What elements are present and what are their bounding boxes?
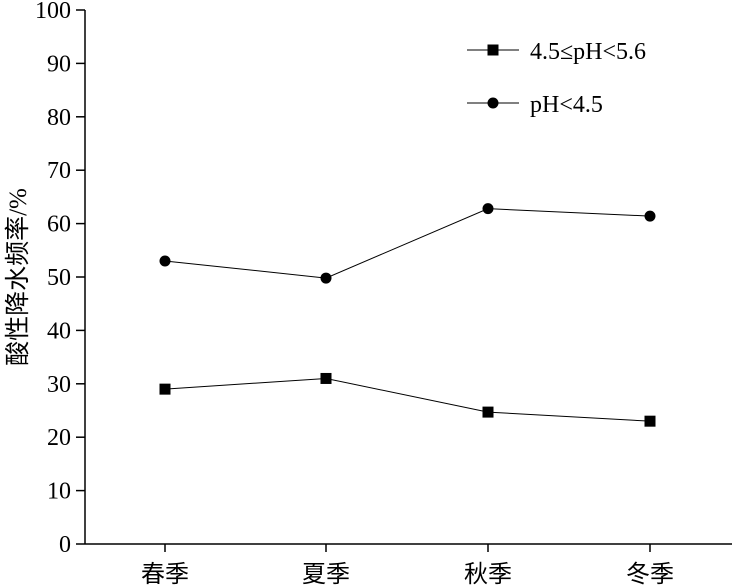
y-tick-label: 10 bbox=[47, 479, 71, 505]
data-point-circle bbox=[159, 255, 171, 267]
data-point-square bbox=[644, 415, 656, 427]
data-point-square bbox=[482, 406, 494, 418]
legend-marker-square bbox=[487, 44, 499, 56]
legend-marker-circle bbox=[487, 97, 499, 109]
y-tick-label: 100 bbox=[35, 0, 71, 24]
y-tick-label: 90 bbox=[47, 51, 71, 77]
y-tick-label: 70 bbox=[47, 158, 71, 184]
y-tick-label: 30 bbox=[47, 372, 71, 398]
series-line-1 bbox=[164, 377, 651, 422]
x-tick-label: 冬季 bbox=[626, 561, 674, 588]
y-tick-label: 0 bbox=[59, 532, 71, 558]
y-tick-label: 60 bbox=[47, 212, 71, 238]
data-point-circle bbox=[482, 203, 494, 215]
x-tick-label: 秋季 bbox=[464, 561, 512, 588]
axes: 0 10 20 30 40 50 60 70 80 90 100 春季 夏季 秋季 冬季 bbox=[35, 0, 732, 588]
data-point-square bbox=[320, 372, 332, 384]
y-tick-label: 20 bbox=[47, 425, 71, 451]
y-tick-label: 50 bbox=[47, 265, 71, 291]
y-axis-label: 酸性降水频率/% bbox=[4, 188, 32, 366]
legend-label: pH<4.5 bbox=[530, 92, 603, 118]
data-point-circle bbox=[320, 272, 332, 284]
x-tick-label: 春季 bbox=[141, 561, 189, 588]
series-line-2 bbox=[164, 208, 651, 279]
data-point-square bbox=[159, 383, 171, 395]
series-layer bbox=[159, 203, 656, 427]
legend: 4.5≤pH<5.6 pH<4.5 bbox=[467, 39, 646, 118]
y-tick-label: 80 bbox=[47, 105, 71, 131]
data-point-circle bbox=[644, 210, 656, 222]
y-tick-label: 40 bbox=[47, 318, 71, 344]
legend-label: 4.5≤pH<5.6 bbox=[530, 39, 646, 65]
x-tick-label: 夏季 bbox=[302, 561, 350, 588]
